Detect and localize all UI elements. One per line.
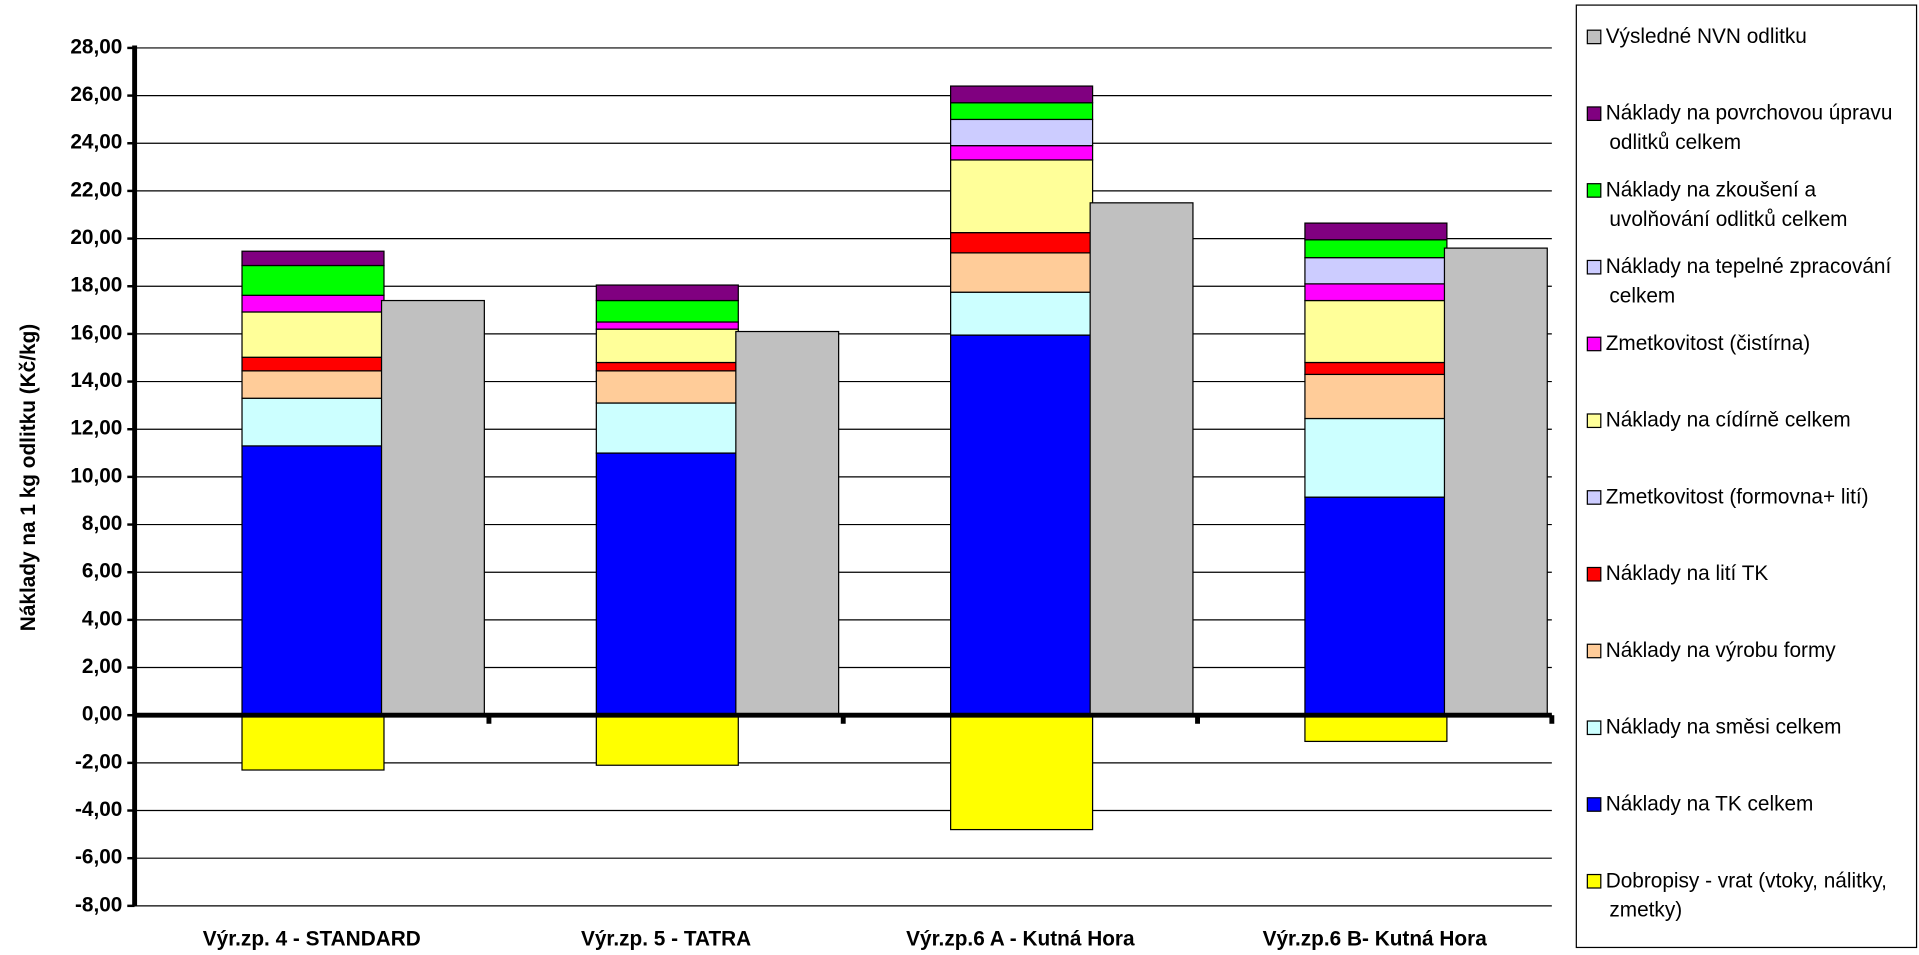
bar-segment — [950, 145, 1094, 161]
legend-label: Náklady na zkoušení a uvolňování odlitků… — [1606, 178, 1848, 230]
legend-swatch — [1586, 797, 1602, 812]
bar-segment — [1304, 299, 1448, 364]
bar-segment — [241, 445, 385, 716]
bar-segment — [950, 291, 1094, 336]
x-tick-label: Výr.zp.6 B- Kutná Hora — [1263, 928, 1488, 951]
y-axis-title: Náklady na 1 kg odlitku (Kč/kg) — [17, 324, 40, 631]
y-tick-label: 24,00 — [70, 131, 122, 154]
legend-label: Zmetkovitost (formovna+ lití) — [1606, 485, 1869, 508]
bar-segment — [241, 264, 385, 296]
legend-swatch — [1586, 720, 1602, 736]
y-tick-label: -8,00 — [75, 893, 122, 916]
bar-segment — [950, 232, 1094, 254]
x-tick-label: Výr.zp.6 A - Kutná Hora — [906, 928, 1135, 951]
legend-swatch — [1586, 183, 1602, 198]
y-tick-label: 12,00 — [70, 417, 122, 440]
bar-segment — [241, 370, 385, 399]
bar-segment — [241, 397, 385, 447]
legend-box — [1575, 4, 1918, 949]
legend-label: Náklady na cídírně celkem — [1606, 408, 1851, 431]
legend-swatch — [1586, 643, 1602, 659]
bar-segment — [950, 714, 1094, 831]
y-tick-label: 28,00 — [70, 35, 122, 58]
y-tick-label: 4,00 — [82, 607, 122, 630]
bar-segment — [241, 356, 385, 372]
bar-segment — [950, 118, 1094, 147]
bar-segment — [595, 452, 739, 716]
bar-segment — [595, 284, 739, 302]
bar-segment — [595, 370, 739, 404]
y-tick-label: 22,00 — [70, 178, 122, 201]
legend-label: Náklady na povrchovou úpravu odlitků cel… — [1606, 101, 1899, 153]
bar-segment — [241, 311, 385, 358]
bar-segment — [950, 85, 1094, 104]
bar-segment — [950, 252, 1094, 293]
x-tick-label: Výr.zp. 4 - STANDARD — [203, 928, 421, 951]
bar-segment — [1304, 222, 1448, 241]
y-tick-label: 8,00 — [82, 512, 122, 535]
bar-segment — [950, 334, 1094, 716]
bar-segment — [1443, 247, 1548, 716]
y-tick-label: 18,00 — [70, 274, 122, 297]
legend-label: Náklady na lití TK — [1606, 562, 1769, 585]
legend-label: Zmetkovitost (čistírna) — [1606, 331, 1811, 354]
bar-segment — [595, 402, 739, 454]
y-tick-label: 26,00 — [70, 83, 122, 106]
bar-segment — [950, 159, 1094, 234]
bar-segment — [595, 714, 739, 766]
legend-swatch — [1586, 566, 1602, 582]
y-tick-label: -4,00 — [75, 798, 122, 821]
y-tick-label: 2,00 — [82, 655, 122, 678]
legend-swatch — [1586, 106, 1602, 122]
bar-segment — [950, 102, 1094, 121]
y-tick-label: 10,00 — [70, 464, 122, 487]
y-tick-label: 14,00 — [70, 369, 122, 392]
bar-segment — [735, 330, 840, 716]
bar-segment — [1304, 283, 1448, 302]
bar-segment — [1304, 239, 1448, 259]
legend-label: Náklady na směsi celkem — [1606, 715, 1842, 738]
bar-segment — [1304, 417, 1448, 498]
bar-segment — [241, 250, 385, 267]
bar-segment — [1304, 257, 1448, 285]
y-tick-label: 0,00 — [82, 703, 122, 726]
bar-segment — [380, 299, 485, 716]
legend-label: Dobropisy - vrat (vtoky, nálitky, zmetky… — [1606, 869, 1893, 921]
legend-label: Náklady na TK celkem — [1606, 792, 1814, 815]
legend-swatch — [1586, 29, 1602, 45]
legend-swatch — [1586, 259, 1602, 275]
bar-segment — [1304, 361, 1448, 376]
y-tick-label: -6,00 — [75, 846, 122, 869]
legend-swatch — [1586, 490, 1602, 505]
x-tick-label: Výr.zp. 5 - TATRA — [581, 928, 751, 951]
bar-segment — [1304, 496, 1448, 716]
bar-segment — [595, 299, 739, 323]
bar-segment — [241, 294, 385, 313]
legend-swatch — [1586, 336, 1602, 352]
legend-label: Náklady na výrobu formy — [1606, 638, 1837, 661]
bar-segment — [595, 328, 739, 364]
bar-segment — [241, 714, 385, 771]
bar-segment — [1304, 714, 1448, 743]
bar-segment — [1304, 373, 1448, 420]
legend-label: Náklady na tepelné zpracování celkem — [1606, 255, 1897, 307]
legend-label: Výsledné NVN odlitku — [1606, 24, 1807, 47]
bar-segment — [595, 361, 739, 372]
y-tick-label: 6,00 — [82, 560, 122, 583]
y-tick-label: -2,00 — [75, 750, 122, 773]
y-tick-label: 16,00 — [70, 321, 122, 344]
bar-segment — [1089, 202, 1194, 716]
legend-swatch — [1586, 873, 1602, 889]
bar-segment — [595, 321, 739, 330]
y-tick-label: 20,00 — [70, 226, 122, 249]
legend-swatch — [1586, 413, 1602, 429]
